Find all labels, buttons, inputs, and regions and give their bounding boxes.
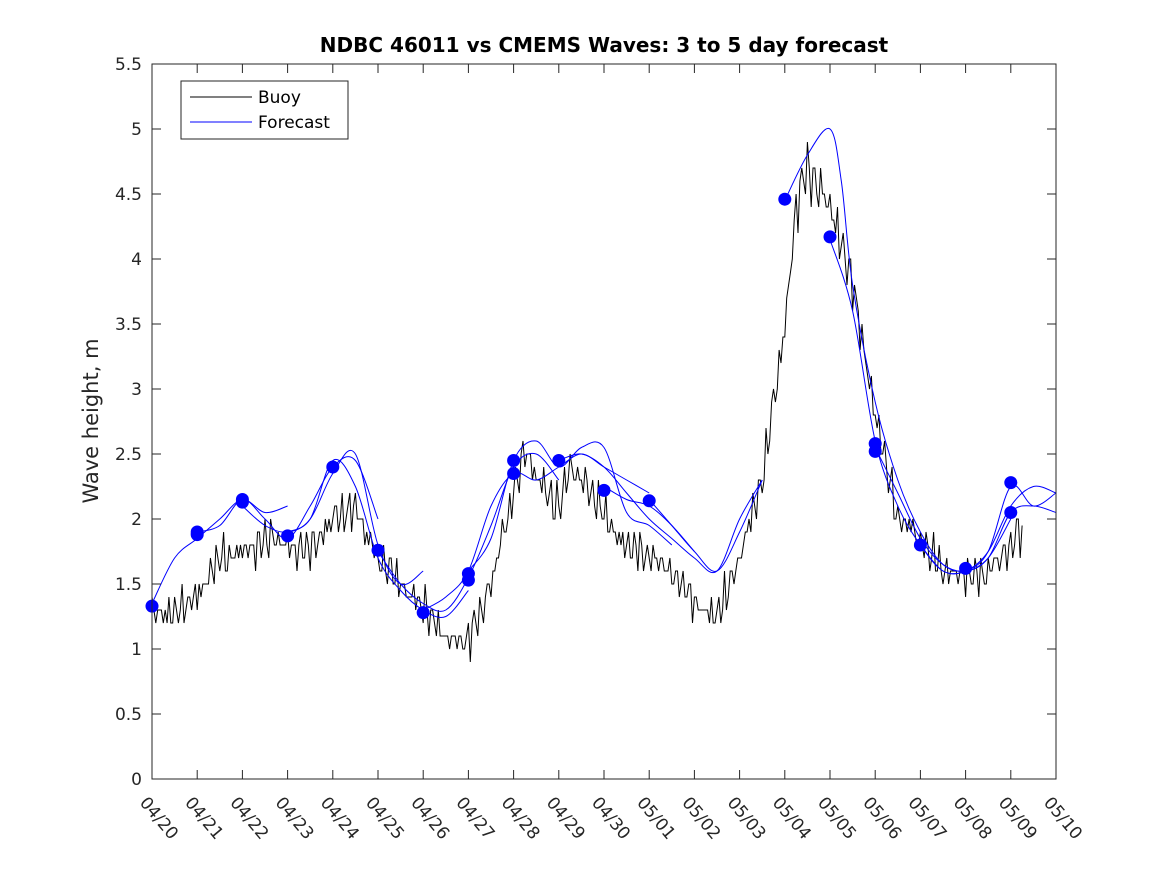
x-tick-label: 04/23 (271, 793, 318, 843)
y-tick-label: 1.5 (115, 575, 142, 595)
x-tick-label: 04/27 (452, 793, 499, 843)
x-tick-label: 04/28 (497, 793, 544, 843)
forecast-marker (371, 543, 385, 557)
legend: Buoy Forecast (180, 80, 349, 140)
x-tick-label: 05/09 (994, 793, 1041, 843)
forecast-line-0 (151, 498, 288, 604)
forecast-marker (461, 567, 475, 581)
forecast-marker (507, 467, 521, 480)
x-tick-label: 04/25 (361, 793, 408, 843)
forecast-marker (597, 483, 611, 497)
y-tick-label: 3.5 (115, 315, 142, 335)
forecast-marker (416, 606, 430, 620)
legend-forecast-label: Forecast (258, 113, 330, 133)
forecast-marker (281, 529, 295, 543)
series-layer (145, 127, 1057, 663)
forecast-line-6 (467, 440, 673, 572)
forecast-marker (1004, 476, 1018, 490)
x-tick-label: 05/03 (723, 793, 770, 843)
x-tick-label: 05/04 (768, 793, 815, 843)
x-tick-label: 04/29 (542, 793, 589, 843)
forecast-marker (778, 192, 792, 206)
y-tick-label: 2 (131, 510, 142, 530)
x-tick-label: 04/24 (316, 793, 363, 843)
y-tick-label: 0.5 (115, 705, 142, 725)
chart-title: NDBC 46011 vs CMEMS Waves: 3 to 5 day fo… (320, 33, 889, 57)
forecast-marker (642, 494, 656, 508)
forecast-marker (326, 460, 340, 474)
x-tick-label: 05/06 (858, 793, 905, 843)
x-tick-label: 05/10 (1039, 793, 1086, 843)
forecast-line-3 (287, 458, 469, 618)
x-tick-label: 04/21 (180, 793, 227, 843)
forecast-marker (235, 493, 249, 506)
y-tick-label: 5.5 (115, 55, 142, 75)
x-tick-label: 05/05 (813, 793, 860, 843)
forecast-marker (868, 437, 882, 451)
forecast-marker (552, 454, 566, 467)
y-tick-label: 3 (131, 380, 142, 400)
forecast-marker (823, 230, 837, 244)
buoy-line (151, 141, 1023, 663)
x-tick-label: 05/01 (632, 793, 679, 843)
y-tick-label: 5 (131, 120, 142, 140)
forecast-marker (507, 454, 521, 467)
x-tick-label: 04/22 (226, 793, 273, 843)
forecast-line-13 (920, 484, 1057, 575)
y-tick-label: 1 (131, 640, 142, 660)
legend-box (180, 80, 349, 140)
y-tick-label: 4 (131, 250, 142, 270)
x-tick-label: 04/20 (135, 793, 182, 843)
y-axis-label: Wave height, m (79, 338, 103, 503)
x-tick-label: 05/02 (678, 793, 725, 843)
legend-buoy-label: Buoy (258, 88, 301, 108)
x-tick-label: 04/26 (406, 793, 453, 843)
forecast-line-7 (558, 453, 763, 574)
forecast-marker (959, 561, 973, 575)
forecast-marker (190, 525, 204, 539)
y-tick-label: 0 (131, 770, 142, 790)
y-tick-label: 4.5 (115, 185, 142, 205)
y-tick-label: 2.5 (115, 445, 142, 465)
x-tick-label: 05/08 (949, 793, 996, 843)
x-tick-label: 05/07 (904, 793, 951, 843)
forecast-marker (913, 538, 927, 552)
forecast-marker (1004, 506, 1018, 519)
x-tick-label: 04/30 (587, 793, 634, 843)
forecast-line-9 (648, 479, 763, 572)
plot-area (152, 64, 1056, 779)
